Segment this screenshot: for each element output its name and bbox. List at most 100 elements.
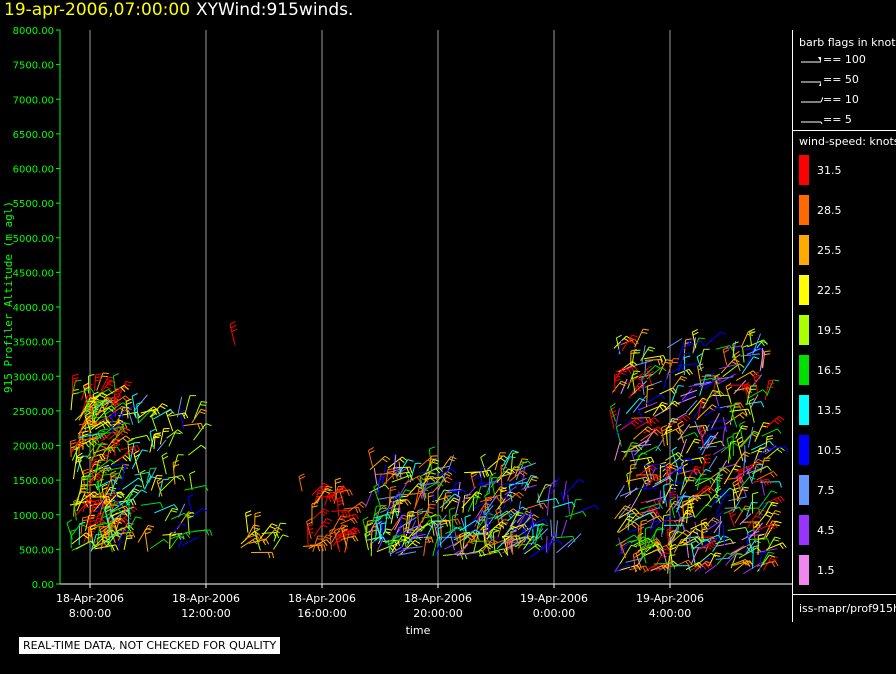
wind-barb bbox=[631, 372, 639, 394]
wind-barb bbox=[112, 373, 120, 391]
wind-barb bbox=[644, 429, 656, 444]
legend-panel: barb flags in knots == 100 == 50 == 10 =… bbox=[792, 30, 896, 622]
wind-barb bbox=[154, 504, 179, 514]
wind-barb bbox=[764, 416, 785, 429]
wind-barb bbox=[718, 363, 739, 370]
legend-divider bbox=[793, 130, 896, 131]
wind-barb bbox=[472, 492, 480, 512]
wind-barb-plot: 0.00 500.00 1000.00 1500.00 2000.00 2500.00 30… bbox=[2, 26, 792, 637]
wind-barb bbox=[667, 482, 682, 503]
wind-barb bbox=[560, 519, 568, 538]
wind-barb bbox=[251, 551, 275, 559]
wind-barb bbox=[757, 533, 765, 555]
wind-barb bbox=[626, 538, 645, 545]
wind-barb bbox=[470, 471, 478, 489]
wind-barb bbox=[619, 544, 638, 564]
wind-barb bbox=[181, 536, 199, 547]
wind-barb bbox=[369, 514, 390, 524]
wind-barb bbox=[730, 553, 743, 569]
wind-barb bbox=[137, 524, 155, 543]
speed-swatch-label: 10.5 bbox=[817, 444, 842, 457]
wind-barb bbox=[654, 407, 671, 417]
wind-barb bbox=[193, 401, 208, 419]
wind-barb bbox=[503, 532, 511, 556]
wind-barb bbox=[159, 427, 170, 445]
wind-barb bbox=[715, 538, 735, 545]
wind-barb bbox=[534, 524, 549, 545]
wind-barb bbox=[732, 341, 737, 359]
wind-barb bbox=[423, 466, 443, 476]
wind-barb bbox=[699, 380, 715, 388]
y-tick-label: 4500.00 bbox=[13, 268, 54, 279]
wind-barb bbox=[370, 525, 379, 549]
wind-barb bbox=[652, 401, 668, 416]
wind-barb bbox=[385, 468, 394, 485]
wind-barb bbox=[366, 536, 387, 543]
wind-barb bbox=[690, 547, 700, 566]
wind-barb bbox=[613, 564, 633, 574]
wind-barb bbox=[705, 493, 722, 507]
wind-barb bbox=[131, 449, 149, 469]
wind-barb bbox=[620, 417, 643, 431]
wind-barb bbox=[90, 534, 103, 552]
wind-barb bbox=[111, 411, 118, 435]
wind-barb bbox=[569, 499, 582, 520]
wind-barb bbox=[755, 548, 778, 554]
wind-barb bbox=[395, 547, 410, 554]
wind-barb bbox=[563, 479, 585, 496]
x-tick-label-time: 12:00:00 bbox=[181, 607, 230, 620]
wind-barb bbox=[497, 471, 516, 479]
wind-barb bbox=[630, 380, 648, 397]
wind-barb bbox=[103, 472, 123, 479]
wind-barb bbox=[621, 450, 639, 453]
x-tick-label-time: 4:00:00 bbox=[649, 607, 691, 620]
wind-barb bbox=[759, 551, 768, 572]
wind-barb bbox=[733, 351, 741, 372]
wind-barb bbox=[184, 485, 209, 492]
wind-barb bbox=[717, 466, 726, 490]
wind-barb bbox=[537, 493, 541, 508]
wind-barb bbox=[95, 427, 118, 441]
wind-barb bbox=[722, 417, 727, 432]
wind-barb bbox=[129, 441, 140, 462]
speed-swatch-label: 1.5 bbox=[817, 564, 835, 577]
wind-barb bbox=[78, 491, 99, 504]
wind-barb bbox=[312, 508, 330, 520]
wind-barb bbox=[644, 526, 652, 546]
wind-barb bbox=[438, 468, 457, 477]
wind-barb bbox=[396, 459, 414, 477]
wind-barb bbox=[96, 372, 109, 391]
wind-barb bbox=[765, 510, 782, 526]
wind-barb bbox=[567, 533, 582, 548]
wind-barb bbox=[167, 474, 186, 482]
wind-barb bbox=[470, 469, 493, 477]
wind-barb bbox=[612, 380, 627, 393]
wind-barb bbox=[487, 510, 494, 535]
wind-barb bbox=[504, 519, 517, 536]
wind-barb bbox=[254, 528, 261, 551]
wind-barb bbox=[397, 551, 417, 556]
wind-barb bbox=[523, 525, 533, 543]
wind-barb bbox=[480, 479, 499, 488]
wind-barb bbox=[670, 385, 684, 406]
wind-barb bbox=[439, 529, 455, 546]
speed-swatch bbox=[799, 435, 809, 465]
wind-barb bbox=[678, 458, 692, 475]
wind-barb bbox=[667, 527, 678, 545]
wind-barb bbox=[668, 366, 686, 375]
wind-barb bbox=[653, 562, 676, 570]
wind-barb bbox=[312, 535, 324, 553]
speed-swatch-label: 22.5 bbox=[817, 284, 842, 297]
wind-barb bbox=[96, 498, 106, 513]
wind-barb bbox=[118, 445, 141, 453]
wind-barb bbox=[459, 520, 481, 532]
wind-barb bbox=[191, 408, 207, 424]
wind-barb bbox=[95, 407, 114, 423]
wind-barb bbox=[165, 408, 174, 432]
wind-barb bbox=[153, 432, 162, 450]
wind-barb bbox=[435, 470, 453, 483]
wind-barb bbox=[309, 544, 327, 551]
wind-barb bbox=[668, 414, 691, 427]
wind-barb bbox=[151, 412, 158, 432]
wind-barb bbox=[331, 509, 351, 517]
